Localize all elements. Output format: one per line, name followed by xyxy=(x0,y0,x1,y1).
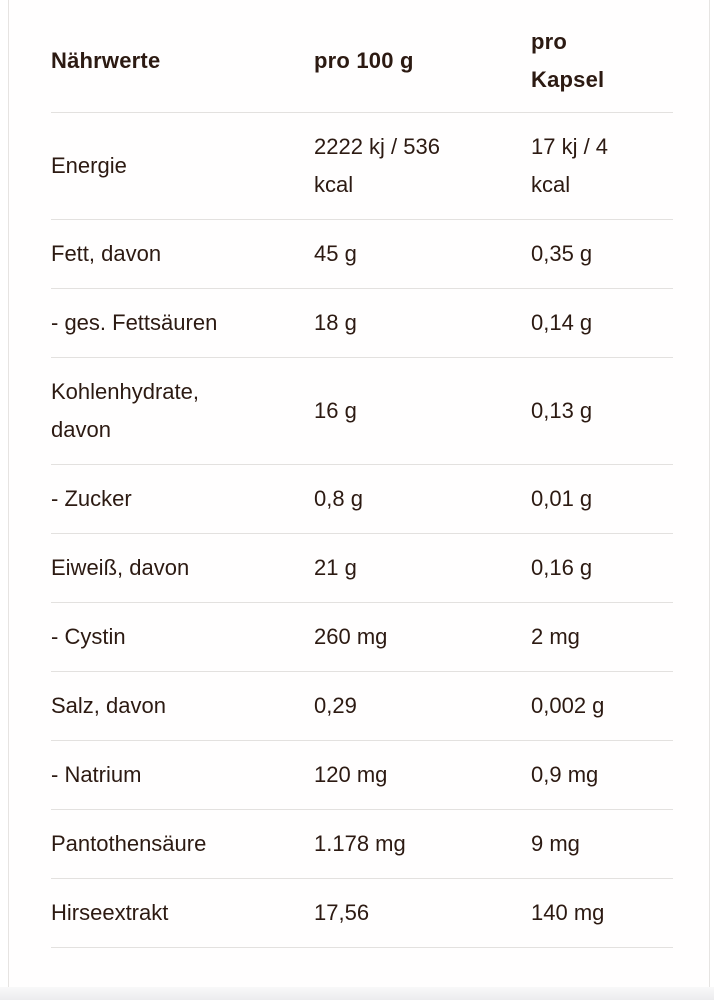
value-per-capsule: 0,13 g xyxy=(531,398,593,423)
value-per-capsule: 17 kj / 4 kcal xyxy=(531,134,609,197)
table-row: Fett, davon 45 g 0,35 g xyxy=(51,220,673,289)
value-per-100g: 16 g xyxy=(314,398,357,423)
value-per-100g: 17,56 xyxy=(314,900,370,925)
table-row: - ges. Fettsäuren 18 g 0,14 g xyxy=(51,289,673,358)
value-per-capsule: 0,002 g xyxy=(531,693,605,718)
value-per-capsule: 0,9 mg xyxy=(531,762,599,787)
nutrient-name: Salz, davon xyxy=(51,693,166,718)
table-row: - Zucker 0,8 g 0,01 g xyxy=(51,465,673,534)
value-per-capsule: 2 mg xyxy=(531,624,580,649)
table-body: Energie 2222 kj / 536 kcal 17 kj / 4 kca… xyxy=(51,113,673,948)
nutrient-name: Hirseextrakt xyxy=(51,900,169,925)
nutrient-name: - Natrium xyxy=(51,762,142,787)
table-row: Kohlenhydrate, davon 16 g 0,13 g xyxy=(51,358,673,465)
table-header-row: Nährwerte pro 100 g pro Kapsel xyxy=(51,0,673,113)
value-per-100g: 45 g xyxy=(314,241,357,266)
value-per-100g: 21 g xyxy=(314,555,357,580)
column-header-nutrients: Nährwerte xyxy=(51,48,161,73)
table-row: Salz, davon 0,29 0,002 g xyxy=(51,672,673,741)
value-per-capsule: 9 mg xyxy=(531,831,580,856)
value-per-100g: 18 g xyxy=(314,310,357,335)
value-per-100g: 120 mg xyxy=(314,762,388,787)
table-row: Energie 2222 kj / 536 kcal 17 kj / 4 kca… xyxy=(51,113,673,220)
column-header-per-capsule: pro Kapsel xyxy=(531,29,605,92)
nutrient-name: Kohlenhydrate, davon xyxy=(51,379,199,442)
table-row: Eiweiß, davon 21 g 0,16 g xyxy=(51,534,673,603)
nutrient-name: Fett, davon xyxy=(51,241,162,266)
value-per-100g: 0,29 xyxy=(314,693,357,718)
nutrient-name: - ges. Fettsäuren xyxy=(51,310,218,335)
page-bottom-edge xyxy=(0,987,714,1000)
table-row: Pantothensäure 1.178 mg 9 mg xyxy=(51,810,673,879)
table-row: - Cystin 260 mg 2 mg xyxy=(51,603,673,672)
nutrient-name: Energie xyxy=(51,153,127,178)
value-per-capsule: 0,01 g xyxy=(531,486,593,511)
value-per-100g: 2222 kj / 536 kcal xyxy=(314,134,440,197)
column-header-per-100g: pro 100 g xyxy=(314,48,414,73)
table-row: - Natrium 120 mg 0,9 mg xyxy=(51,741,673,810)
nutrient-name: - Cystin xyxy=(51,624,126,649)
value-per-100g: 1.178 mg xyxy=(314,831,406,856)
nutrition-table-card: Nährwerte pro 100 g pro Kapsel Energie 2… xyxy=(8,0,710,988)
value-per-capsule: 0,16 g xyxy=(531,555,593,580)
value-per-100g: 0,8 g xyxy=(314,486,363,511)
table-row: Hirseextrakt 17,56 140 mg xyxy=(51,879,673,948)
nutrient-name: Eiweiß, davon xyxy=(51,555,190,580)
value-per-capsule: 140 mg xyxy=(531,900,605,925)
nutrient-name: Pantothensäure xyxy=(51,831,207,856)
value-per-100g: 260 mg xyxy=(314,624,388,649)
nutrient-name: - Zucker xyxy=(51,486,132,511)
value-per-capsule: 0,35 g xyxy=(531,241,593,266)
value-per-capsule: 0,14 g xyxy=(531,310,593,335)
